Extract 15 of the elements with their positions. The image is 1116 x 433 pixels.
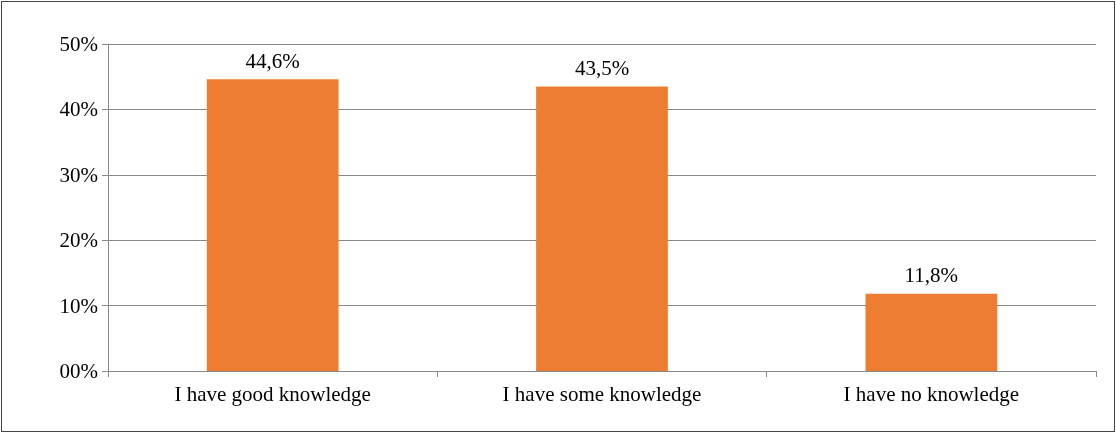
x-tick-label: I have good knowledge — [174, 381, 371, 406]
y-tick-label: 00% — [59, 359, 98, 383]
y-tick-label: 30% — [59, 162, 98, 187]
y-tick-label: 20% — [59, 228, 98, 253]
y-tick-label: 10% — [59, 293, 98, 318]
data-label: 44,6% — [245, 48, 300, 73]
y-tick-label: 50% — [59, 32, 98, 56]
data-label: 43,5% — [574, 56, 630, 81]
x-tick-label: I have some knowledge — [502, 381, 702, 406]
bar — [206, 79, 339, 371]
y-tick-label: 40% — [59, 97, 98, 122]
data-label: 11,8% — [904, 263, 959, 288]
bar — [536, 86, 668, 371]
bar — [865, 293, 998, 371]
x-tick-label: I have no knowledge — [843, 381, 1020, 406]
